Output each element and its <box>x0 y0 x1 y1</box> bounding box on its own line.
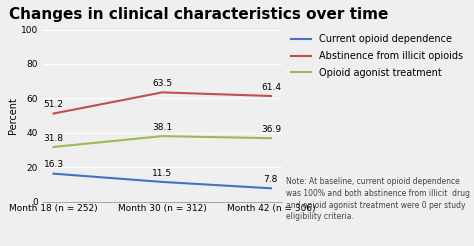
Text: 7.8: 7.8 <box>264 175 278 184</box>
Text: 16.3: 16.3 <box>44 160 64 169</box>
Text: Changes in clinical characteristics over time: Changes in clinical characteristics over… <box>9 7 389 22</box>
Text: 51.2: 51.2 <box>44 100 64 109</box>
Text: Note: At baseline, current opioid dependence
was 100% and both abstinence from i: Note: At baseline, current opioid depend… <box>286 177 471 221</box>
Y-axis label: Percent: Percent <box>8 97 18 134</box>
Text: 63.5: 63.5 <box>152 79 172 88</box>
Text: 38.1: 38.1 <box>152 123 172 132</box>
Legend: Current opioid dependence, Abstinence from illicit opioids, Opioid agonist treat: Current opioid dependence, Abstinence fr… <box>292 34 463 78</box>
Text: 31.8: 31.8 <box>44 134 64 143</box>
Text: 61.4: 61.4 <box>261 83 281 92</box>
Text: 11.5: 11.5 <box>152 169 172 178</box>
Text: 36.9: 36.9 <box>261 125 281 134</box>
